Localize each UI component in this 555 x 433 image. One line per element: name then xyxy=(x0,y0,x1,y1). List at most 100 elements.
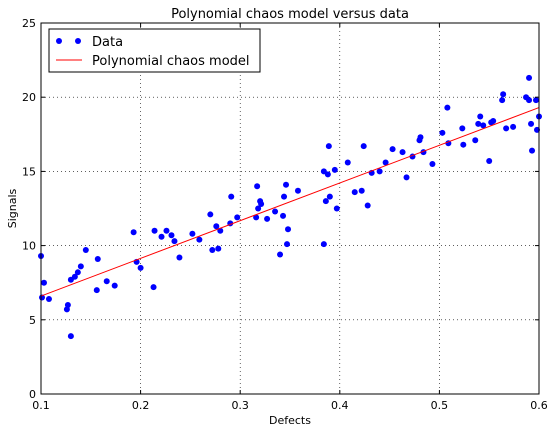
data-point xyxy=(94,255,101,262)
y-axis-label: Signals xyxy=(6,188,19,228)
data-point xyxy=(93,287,100,294)
data-point xyxy=(344,159,351,166)
x-tick-label: 0.1 xyxy=(32,399,50,412)
legend-label-data: Data xyxy=(92,35,123,50)
model-line xyxy=(40,107,540,297)
data-point xyxy=(444,104,451,111)
data-point xyxy=(500,91,507,98)
data-point xyxy=(196,236,203,243)
data-point xyxy=(429,160,436,167)
x-tick-label: 0.2 xyxy=(132,399,150,412)
data-point xyxy=(130,229,137,236)
data-point xyxy=(151,227,158,234)
data-point xyxy=(264,215,271,222)
axis-ticks: 0.1 0.2 0.3 0.4 0.5 0.6 0 5 10 15 20 25 xyxy=(22,17,548,412)
data-point xyxy=(137,264,144,271)
data-point xyxy=(281,193,288,200)
data-point xyxy=(64,301,71,308)
legend-label-model: Polynomial chaos model xyxy=(92,54,250,69)
data-point xyxy=(255,205,262,212)
x-tick-label: 0.3 xyxy=(231,399,249,412)
data-point xyxy=(228,193,235,200)
data-point xyxy=(40,279,47,286)
data-point xyxy=(45,296,52,303)
data-point xyxy=(326,193,333,200)
chart-title: Polynomial chaos model versus data xyxy=(171,7,409,22)
data-marks xyxy=(38,74,542,340)
data-point xyxy=(459,125,466,132)
y-tick-label: 5 xyxy=(29,314,36,327)
data-point xyxy=(168,232,175,239)
data-point xyxy=(526,74,533,81)
data-point xyxy=(254,183,261,190)
data-point xyxy=(360,143,367,150)
legend-box xyxy=(48,28,261,73)
y-tick-label: 25 xyxy=(22,17,36,30)
data-point xyxy=(71,273,78,280)
data-point xyxy=(77,263,84,270)
y-tick-label: 20 xyxy=(22,91,36,104)
data-point xyxy=(399,149,406,156)
data-point xyxy=(510,123,517,130)
data-point xyxy=(272,208,279,215)
data-point xyxy=(533,97,540,104)
data-point xyxy=(294,187,301,194)
data-point xyxy=(486,158,493,165)
data-point xyxy=(277,251,284,258)
data-point xyxy=(320,241,327,248)
data-point xyxy=(490,117,497,124)
data-point xyxy=(280,212,287,219)
x-tick-label: 0.6 xyxy=(530,399,548,412)
data-point xyxy=(150,284,157,291)
data-point xyxy=(82,247,89,254)
data-point xyxy=(283,181,290,188)
x-tick-label: 0.4 xyxy=(331,399,349,412)
data-point xyxy=(171,238,178,245)
plot-frame xyxy=(40,22,540,395)
data-point xyxy=(499,97,506,104)
data-point xyxy=(285,226,292,233)
data-point xyxy=(376,168,383,175)
data-point xyxy=(111,282,118,289)
data-point xyxy=(529,147,536,154)
data-point xyxy=(324,171,331,178)
data-point xyxy=(351,189,358,196)
data-point xyxy=(213,223,220,230)
data-point xyxy=(325,143,332,150)
data-point xyxy=(439,129,446,136)
data-point xyxy=(333,205,340,212)
data-point xyxy=(189,230,196,237)
legend-marker-data xyxy=(56,38,62,44)
data-point xyxy=(403,174,410,181)
data-point xyxy=(253,214,260,221)
data-point xyxy=(38,294,45,301)
data-point xyxy=(67,333,74,340)
data-point xyxy=(284,241,291,248)
data-point xyxy=(477,113,484,120)
y-tick-label: 0 xyxy=(29,388,36,401)
data-point xyxy=(74,269,81,276)
legend-entry-data: Data xyxy=(56,35,123,50)
y-tick-label: 15 xyxy=(22,165,36,178)
data-point xyxy=(389,146,396,153)
data-point xyxy=(460,141,467,148)
data-point xyxy=(322,198,329,205)
data-point xyxy=(472,137,479,144)
y-tick-label: 10 xyxy=(22,240,36,253)
data-point xyxy=(207,211,214,218)
plot-background xyxy=(41,23,539,394)
legend-marker-data xyxy=(75,38,81,44)
x-axis-label: Defects xyxy=(269,414,311,427)
data-point xyxy=(163,227,170,234)
data-point xyxy=(358,187,365,194)
data-point xyxy=(215,245,222,252)
data-point xyxy=(258,201,265,208)
data-point xyxy=(503,125,510,132)
data-point xyxy=(364,202,371,209)
data-point xyxy=(234,214,241,221)
data-point xyxy=(417,134,424,141)
x-tick-label: 0.5 xyxy=(431,399,449,412)
data-point xyxy=(528,120,535,127)
legend: Data Polynomial chaos model xyxy=(48,28,261,73)
